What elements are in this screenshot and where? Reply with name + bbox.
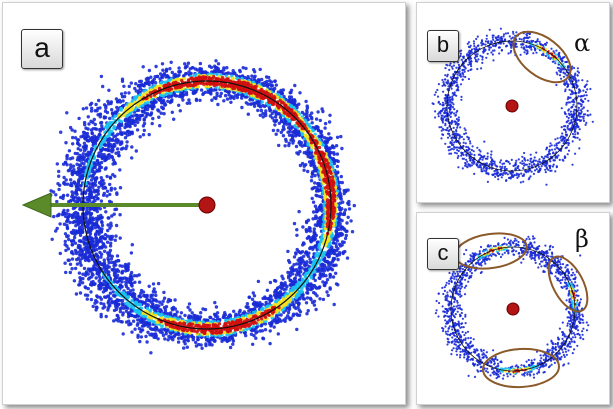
ring-scatter-c — [434, 232, 590, 389]
alpha-region-label: α — [574, 29, 591, 57]
panel-c-label: c — [427, 238, 459, 270]
beta-region-label: β — [575, 225, 589, 253]
ring-scatter-b — [431, 27, 594, 186]
red-dot-icon — [505, 99, 519, 113]
fit-circle — [446, 40, 578, 172]
fit-circle — [450, 246, 576, 372]
beta-region-ellipse-bottom — [482, 347, 560, 389]
panel-c: c β — [416, 212, 610, 405]
panel-a: a — [2, 2, 406, 405]
scatter-points — [48, 59, 356, 355]
red-dot-icon — [506, 302, 520, 316]
panel-b-label: b — [427, 30, 459, 62]
alpha-region-ellipse — [512, 30, 572, 84]
red-dot-icon — [198, 196, 216, 214]
beta-region-ellipse-right — [547, 255, 589, 313]
ring-scatter-a — [21, 59, 356, 355]
panel-a-label: a — [21, 29, 63, 69]
green-arrow-icon — [21, 192, 207, 218]
panel-b: b α — [416, 2, 610, 203]
